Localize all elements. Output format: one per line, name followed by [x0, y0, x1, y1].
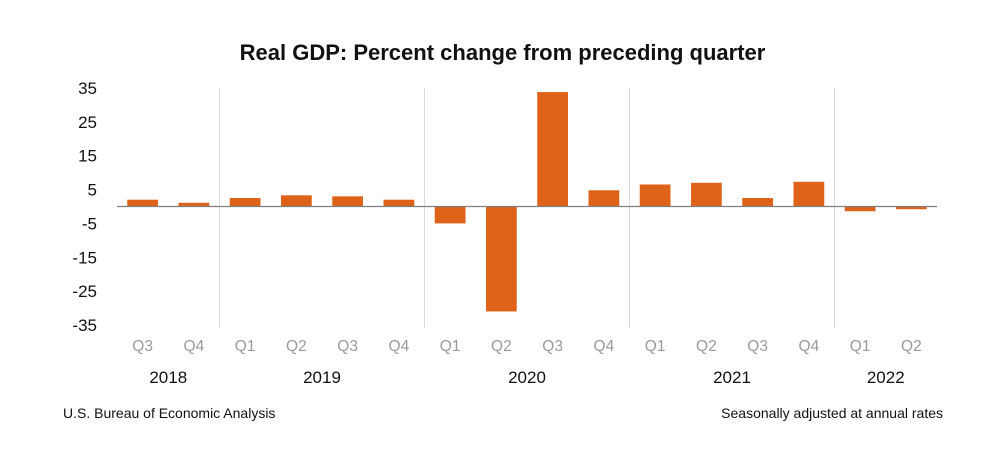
bar — [127, 199, 158, 207]
y-tick-label: -5 — [82, 214, 97, 233]
bar — [691, 182, 722, 207]
bar — [742, 198, 773, 207]
quarter-label: Q3 — [747, 338, 768, 355]
quarter-label: Q4 — [594, 338, 615, 355]
quarter-label: Q3 — [337, 338, 358, 355]
source-note: U.S. Bureau of Economic Analysis — [63, 405, 276, 421]
year-label: 2022 — [867, 368, 905, 387]
y-axis: 35 25 15 5 -5 -15 -25 -35 — [72, 79, 97, 335]
y-tick-label: 15 — [78, 147, 97, 166]
quarter-label: Q4 — [799, 338, 820, 355]
bar — [588, 190, 620, 207]
year-label: 2019 — [303, 368, 341, 387]
bar — [229, 198, 261, 207]
bar — [332, 196, 363, 207]
x-axis: Q3 Q4 Q1 Q2 Q3 Q4 Q1 Q2 Q3 Q4 Q1 Q2 Q3 Q4 Q1 Q2 2018 2019… — [132, 338, 921, 387]
y-tick-label: -25 — [72, 282, 97, 301]
year-label: 2021 — [713, 368, 751, 387]
quarter-label: Q2 — [696, 338, 717, 355]
bar — [896, 206, 927, 210]
y-tick-label: 25 — [78, 113, 97, 132]
y-tick-label: -35 — [72, 316, 97, 335]
quarter-label: Q2 — [286, 338, 307, 355]
rates-note: Seasonally adjusted at annual rates — [721, 405, 943, 421]
quarter-label: Q2 — [901, 338, 922, 355]
chart-title: Real GDP: Percent change from preceding … — [239, 40, 766, 65]
bar — [844, 206, 876, 212]
bar — [383, 199, 415, 207]
y-tick-label: -15 — [72, 248, 97, 267]
year-separators — [219, 88, 835, 328]
quarter-label: Q1 — [850, 338, 871, 355]
quarter-label: Q4 — [389, 338, 410, 355]
bar — [178, 202, 210, 207]
year-label: 2020 — [508, 368, 546, 387]
quarter-label: Q2 — [491, 338, 512, 355]
quarter-label: Q1 — [235, 338, 256, 355]
y-tick-label: 35 — [78, 79, 97, 98]
y-tick-label: 5 — [88, 181, 97, 200]
bar — [639, 184, 671, 207]
quarter-label: Q4 — [184, 338, 205, 355]
quarter-label: Q1 — [645, 338, 666, 355]
quarter-label: Q1 — [440, 338, 461, 355]
bar — [793, 181, 825, 207]
bars — [127, 92, 927, 312]
bar — [434, 206, 466, 224]
quarter-label: Q3 — [542, 338, 563, 355]
year-label: 2018 — [149, 368, 187, 387]
bar — [281, 195, 312, 207]
bar — [486, 206, 517, 312]
quarter-label: Q3 — [132, 338, 153, 355]
bar — [537, 92, 568, 207]
